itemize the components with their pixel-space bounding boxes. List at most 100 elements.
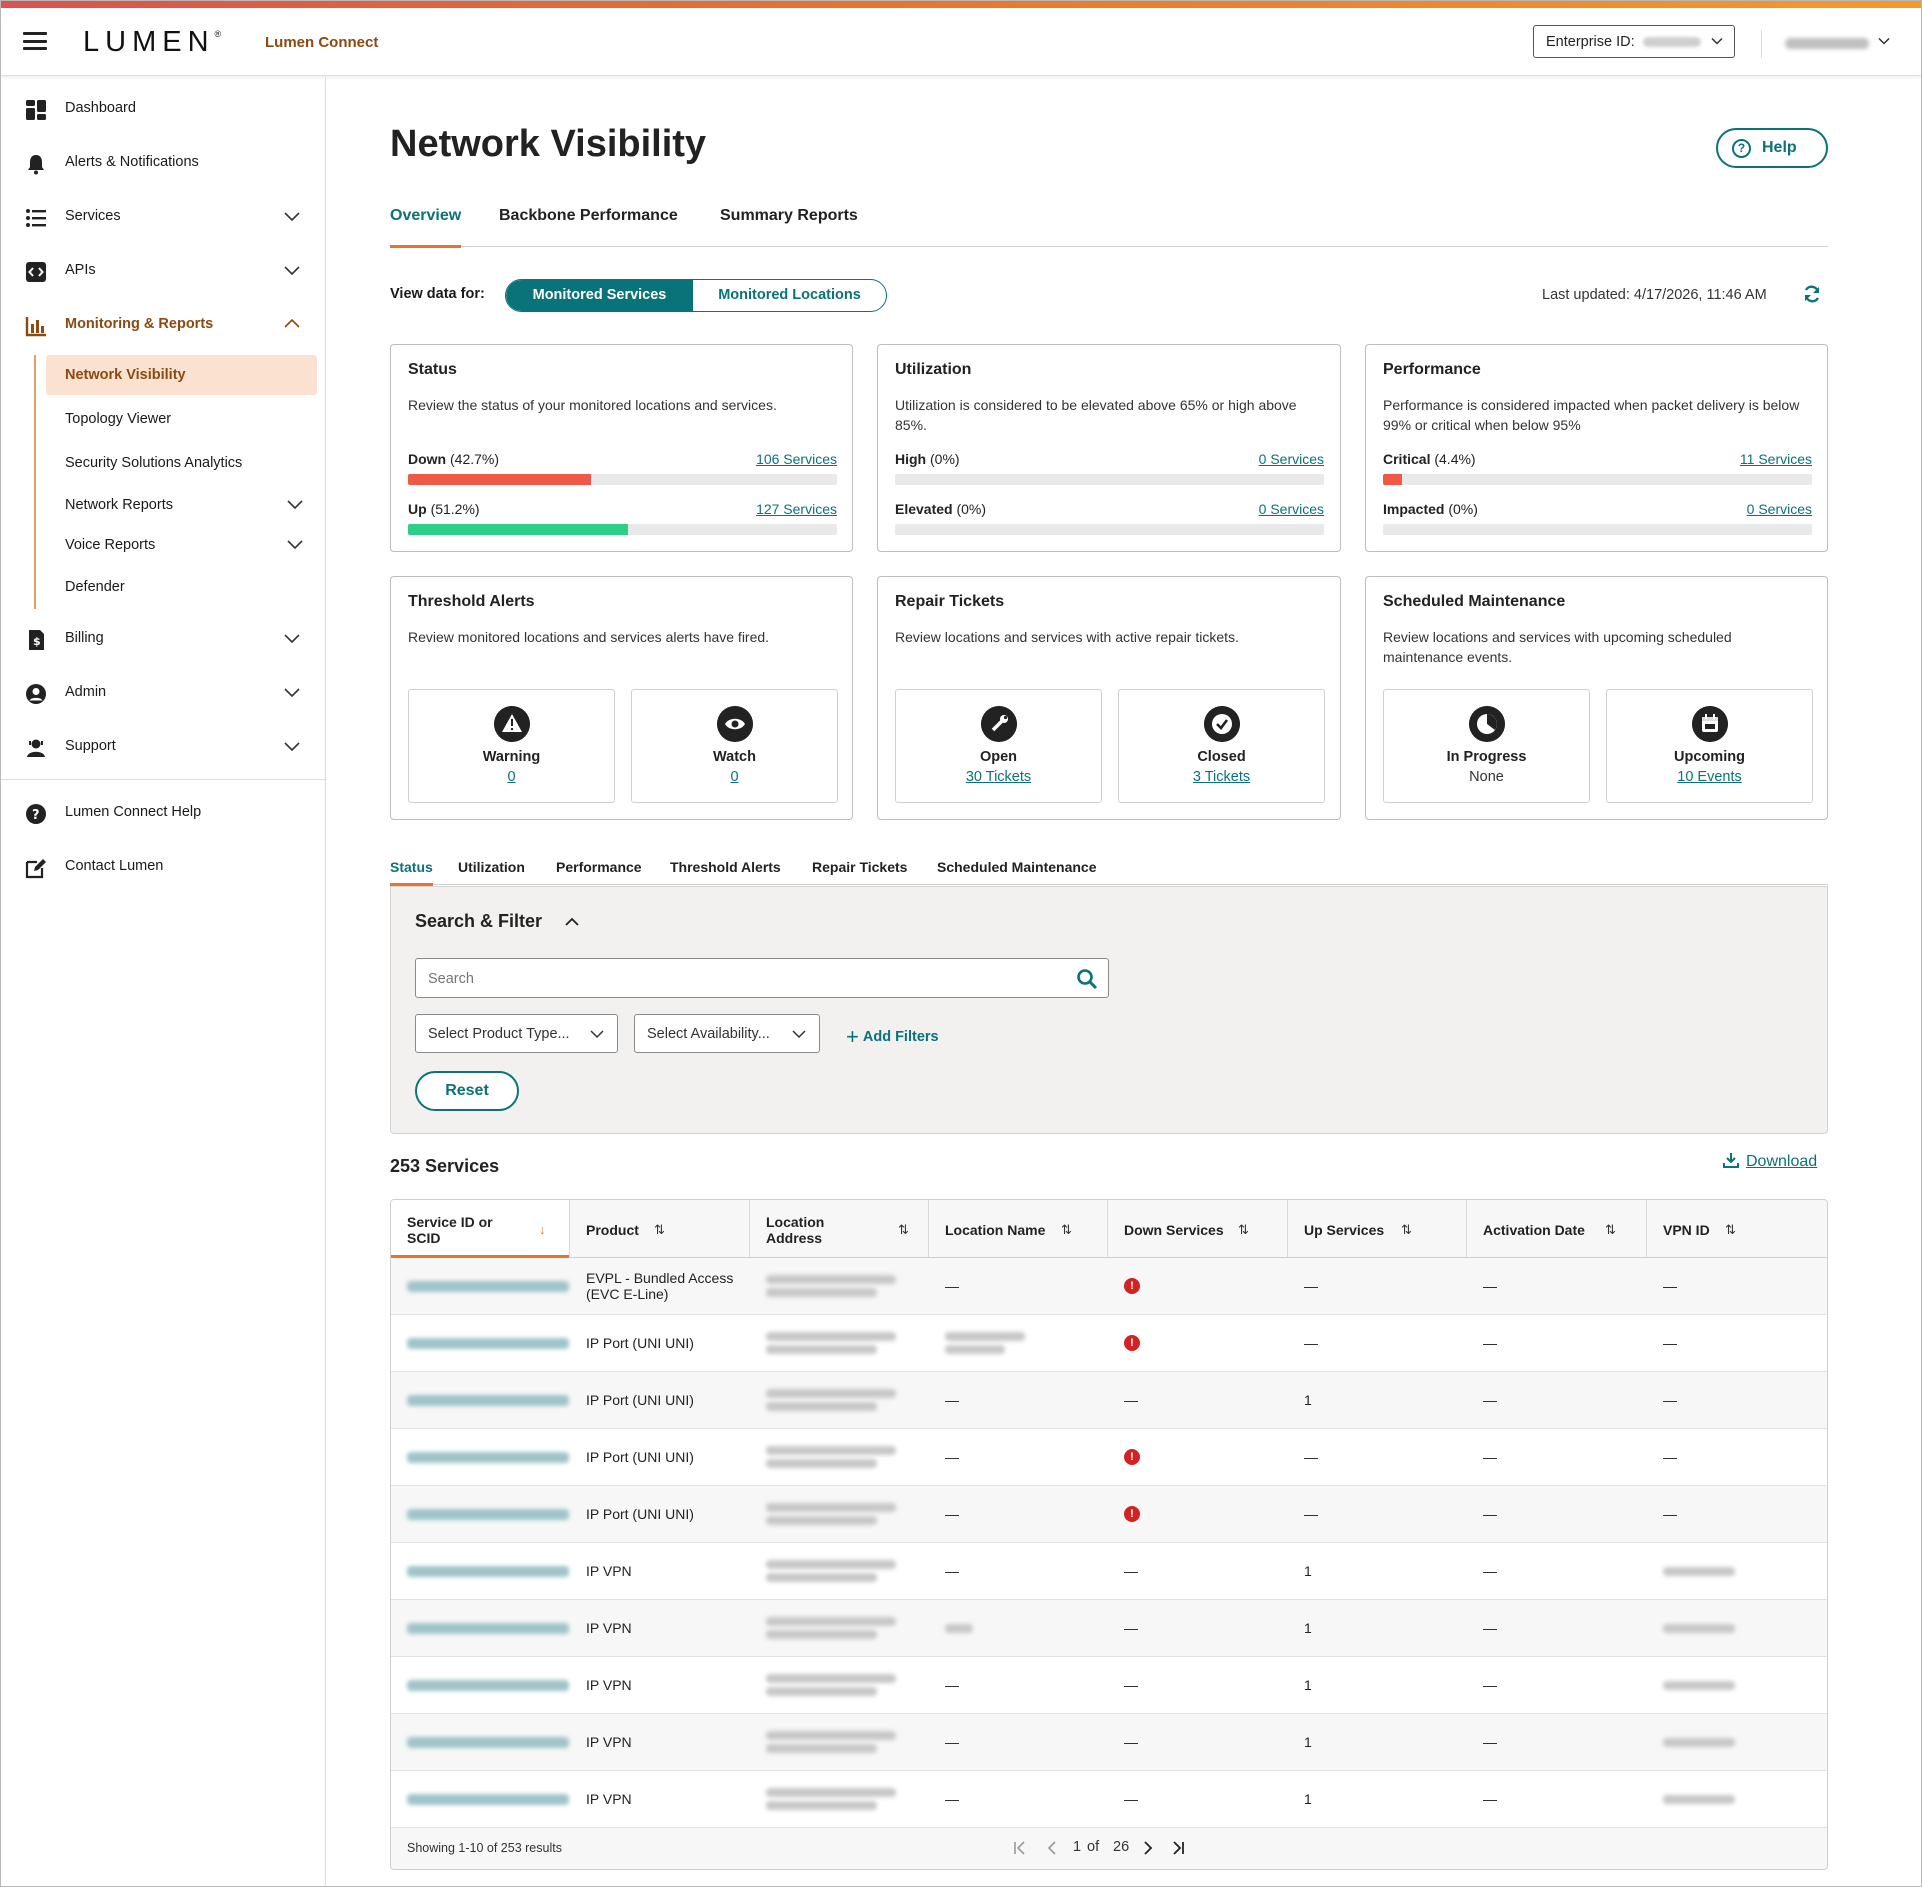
prev-page-icon[interactable] xyxy=(1043,1838,1061,1858)
table-row[interactable]: IP Port (UNI UNI) —! — — — xyxy=(391,1429,1827,1486)
sidebar-subitem-security-analytics[interactable]: Security Solutions Analytics xyxy=(46,443,317,483)
sidebar-item-contact[interactable]: Contact Lumen xyxy=(1,847,326,887)
table-row[interactable]: IP VPN — 1 — xyxy=(391,1600,1827,1657)
sidebar-item-dashboard[interactable]: Dashboard xyxy=(1,89,326,129)
service-id-link[interactable] xyxy=(407,1679,569,1691)
sidebar-subitem-voice-reports[interactable]: Voice Reports xyxy=(46,525,317,565)
impacted-services-link[interactable]: 0 Services xyxy=(1746,501,1812,517)
upcoming-tile[interactable]: Upcoming 10 Events xyxy=(1606,689,1813,803)
col-down-services[interactable]: Down Services ⇅ xyxy=(1108,1200,1288,1257)
cell-vpn-id: — xyxy=(1647,1315,1827,1371)
table-row[interactable]: IP Port (UNI UNI) —! — — — xyxy=(391,1486,1827,1543)
tab-scheduled-maintenance[interactable]: Scheduled Maintenance xyxy=(937,859,1097,875)
sidebar-item-billing[interactable]: $ Billing xyxy=(1,619,326,659)
refresh-icon[interactable] xyxy=(1802,284,1822,304)
col-product[interactable]: Product ⇅ xyxy=(570,1200,750,1257)
tile-value-link[interactable]: 0 xyxy=(730,769,739,785)
cell-service-id xyxy=(391,1714,570,1770)
sidebar-subitem-topology-viewer[interactable]: Topology Viewer xyxy=(46,399,317,439)
col-up-services[interactable]: Up Services ⇅ xyxy=(1288,1200,1467,1257)
open-tickets-tile[interactable]: Open 30 Tickets xyxy=(895,689,1102,803)
enterprise-id-dropdown[interactable]: Enterprise ID: xyxy=(1533,25,1735,58)
tab-performance[interactable]: Performance xyxy=(556,859,642,875)
tab-summary-reports[interactable]: Summary Reports xyxy=(720,207,858,224)
critical-services-link[interactable]: 11 Services xyxy=(1739,451,1812,467)
sidebar-item-alerts[interactable]: Alerts & Notifications xyxy=(1,143,326,183)
up-services-link[interactable]: 127 Services xyxy=(756,501,837,517)
chevron-up-icon[interactable] xyxy=(563,913,581,931)
sidebar-subitem-network-visibility[interactable]: Network Visibility xyxy=(46,355,317,395)
tile-value-link[interactable]: 30 Tickets xyxy=(965,769,1032,785)
sidebar-item-services[interactable]: Services xyxy=(1,197,326,237)
calendar-icon xyxy=(1692,706,1728,742)
tile-value-link[interactable]: 0 xyxy=(507,769,516,785)
lumen-logo[interactable]: LUMEN® xyxy=(83,26,222,58)
toggle-monitored-services[interactable]: Monitored Services xyxy=(506,280,693,311)
warning-tile[interactable]: Warning 0 xyxy=(408,689,615,803)
tile-value-link[interactable]: 3 Tickets xyxy=(1192,769,1251,785)
sidebar-item-admin[interactable]: Admin xyxy=(1,673,326,713)
tab-threshold-alerts[interactable]: Threshold Alerts xyxy=(670,859,781,875)
table-row[interactable]: IP VPN — — 1 — xyxy=(391,1714,1827,1771)
sidebar-subitem-network-reports[interactable]: Network Reports xyxy=(46,485,317,525)
tab-overview[interactable]: Overview xyxy=(390,205,462,248)
closed-tickets-tile[interactable]: Closed 3 Tickets xyxy=(1118,689,1325,803)
table-row[interactable]: EVPL - Bundled Access (EVC E-Line) —! — — — xyxy=(391,1258,1827,1315)
high-services-link[interactable]: 0 Services xyxy=(1258,451,1324,467)
menu-icon[interactable] xyxy=(23,32,47,50)
next-page-icon[interactable] xyxy=(1139,1838,1157,1858)
col-activation-date[interactable]: Activation Date ⇅ xyxy=(1467,1200,1647,1257)
table-row[interactable]: IP Port (UNI UNI)! — — — xyxy=(391,1315,1827,1372)
download-link[interactable]: Download xyxy=(1722,1151,1817,1171)
tile-value-link[interactable]: 10 Events xyxy=(1677,769,1742,785)
location-name-text: — xyxy=(945,1734,959,1750)
service-id-link[interactable] xyxy=(407,1337,569,1349)
sidebar-subitem-defender[interactable]: Defender xyxy=(46,567,317,607)
first-page-icon[interactable] xyxy=(1011,1838,1029,1858)
sidebar-item-monitoring[interactable]: Monitoring & Reports xyxy=(1,305,326,345)
service-id-link[interactable] xyxy=(407,1280,569,1292)
table-row[interactable]: IP VPN — — 1 — xyxy=(391,1657,1827,1714)
tile-label: Open xyxy=(979,749,1018,765)
service-id-link[interactable] xyxy=(407,1565,569,1577)
service-id-link[interactable] xyxy=(407,1508,569,1520)
edit-icon xyxy=(25,859,46,879)
tab-utilization[interactable]: Utilization xyxy=(458,859,525,875)
col-location-name[interactable]: Location Name ⇅ xyxy=(929,1200,1108,1257)
add-filters-button[interactable]: + Add Filters xyxy=(846,1024,939,1050)
table-row[interactable]: IP VPN — — 1 — xyxy=(391,1771,1827,1828)
service-id-link[interactable] xyxy=(407,1622,569,1634)
table-row[interactable]: IP VPN — — 1 — xyxy=(391,1543,1827,1600)
service-id-link[interactable] xyxy=(407,1394,569,1406)
help-button[interactable]: ? Help xyxy=(1716,128,1828,168)
col-location-address[interactable]: Location Address ⇅ xyxy=(750,1200,929,1257)
col-vpn-id[interactable]: VPN ID ⇅ xyxy=(1647,1200,1827,1257)
tab-backbone-performance[interactable]: Backbone Performance xyxy=(499,207,678,224)
col-service-id[interactable]: Service ID or SCID ↓ xyxy=(391,1200,570,1258)
sidebar-item-support[interactable]: Support xyxy=(1,727,326,767)
search-input[interactable] xyxy=(428,969,1048,989)
sidebar-item-apis[interactable]: APIs xyxy=(1,251,326,291)
service-id-link[interactable] xyxy=(407,1793,569,1805)
watch-tile[interactable]: Watch 0 xyxy=(631,689,838,803)
search-icon[interactable] xyxy=(1076,968,1098,990)
last-page-icon[interactable] xyxy=(1169,1838,1187,1858)
service-id-link[interactable] xyxy=(407,1451,569,1463)
reset-button[interactable]: Reset xyxy=(415,1071,519,1111)
product-type-select[interactable]: Select Product Type... xyxy=(415,1014,618,1053)
user-menu[interactable] xyxy=(1785,36,1890,54)
sidebar-item-label: Dashboard xyxy=(65,100,136,116)
sidebar-item-connect-help[interactable]: ? Lumen Connect Help xyxy=(1,793,326,833)
tab-repair-tickets[interactable]: Repair Tickets xyxy=(812,859,908,875)
enterprise-id-value xyxy=(1642,37,1701,48)
total-pages: 26 xyxy=(1113,1839,1130,1855)
in-progress-tile[interactable]: In Progress None xyxy=(1383,689,1590,803)
service-id-link[interactable] xyxy=(407,1736,569,1748)
table-row[interactable]: IP Port (UNI UNI) — — 1 — — xyxy=(391,1372,1827,1429)
elevated-services-link[interactable]: 0 Services xyxy=(1258,501,1324,517)
down-services-link[interactable]: 106 Services xyxy=(756,451,837,467)
tab-status[interactable]: Status xyxy=(390,859,433,886)
availability-select[interactable]: Select Availability... xyxy=(634,1014,820,1053)
toggle-monitored-locations[interactable]: Monitored Locations xyxy=(718,287,861,303)
help-button-label: Help xyxy=(1762,139,1797,156)
